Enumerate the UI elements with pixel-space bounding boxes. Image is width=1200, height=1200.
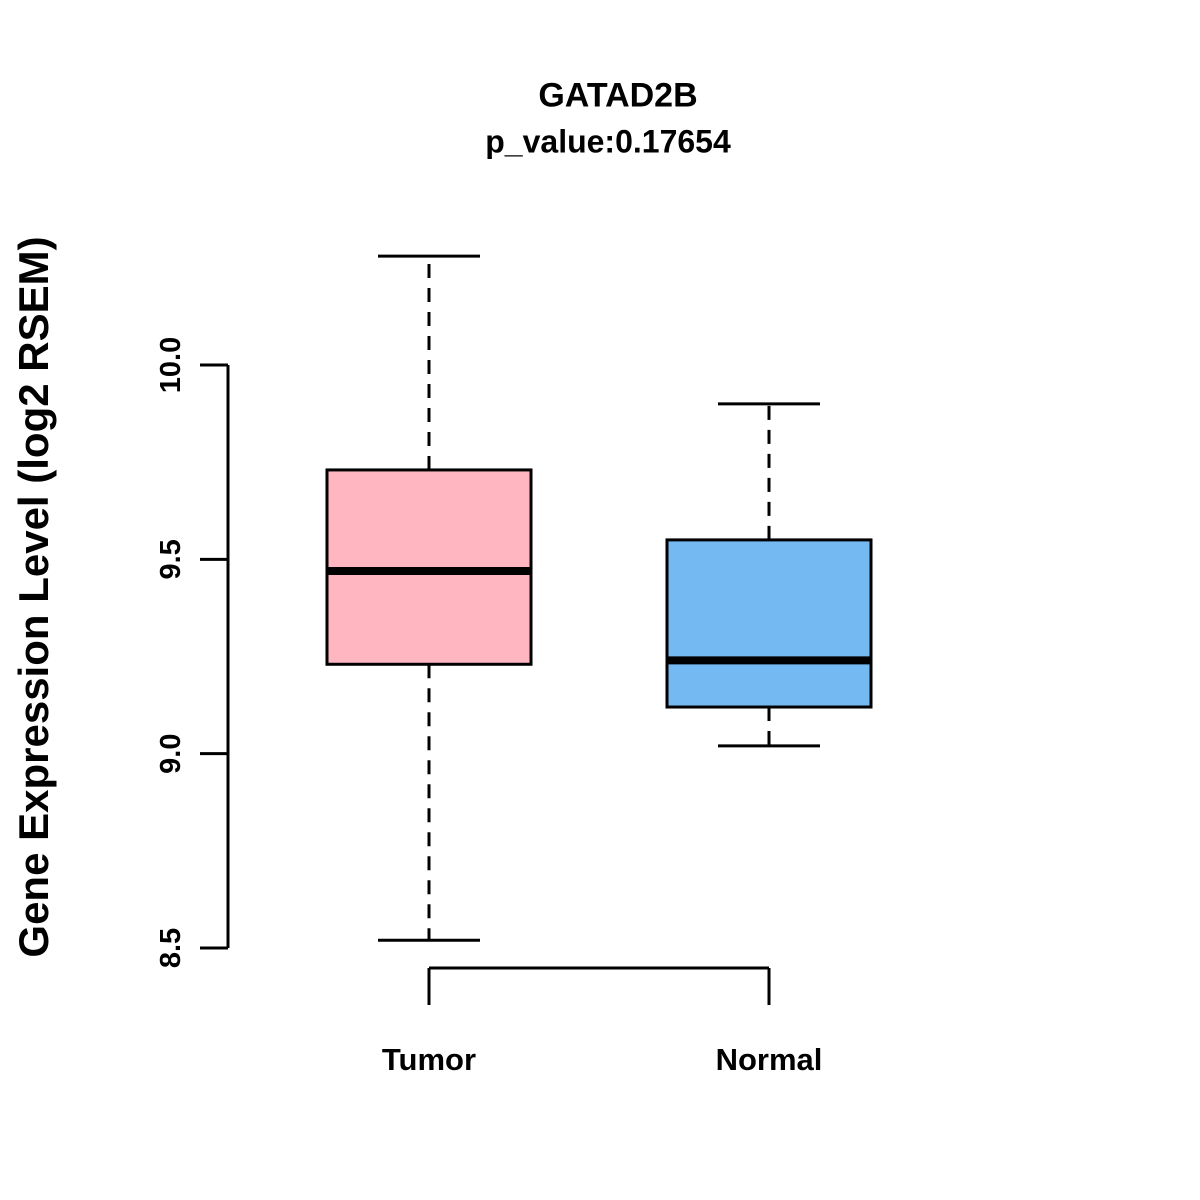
box-normal <box>665 538 873 709</box>
y-tick-label: 9.5 <box>155 539 187 579</box>
category-label-tumor: Tumor <box>382 1042 476 1077</box>
chart-title: GATAD2B <box>538 76 698 115</box>
y-tick-label: 8.5 <box>155 928 187 968</box>
y-tick-label: 10.0 <box>155 337 187 393</box>
y-tick-label: 9.0 <box>155 734 187 774</box>
category-label-normal: Normal <box>716 1042 823 1077</box>
chart-subtitle: p_value:0.17654 <box>485 123 731 160</box>
